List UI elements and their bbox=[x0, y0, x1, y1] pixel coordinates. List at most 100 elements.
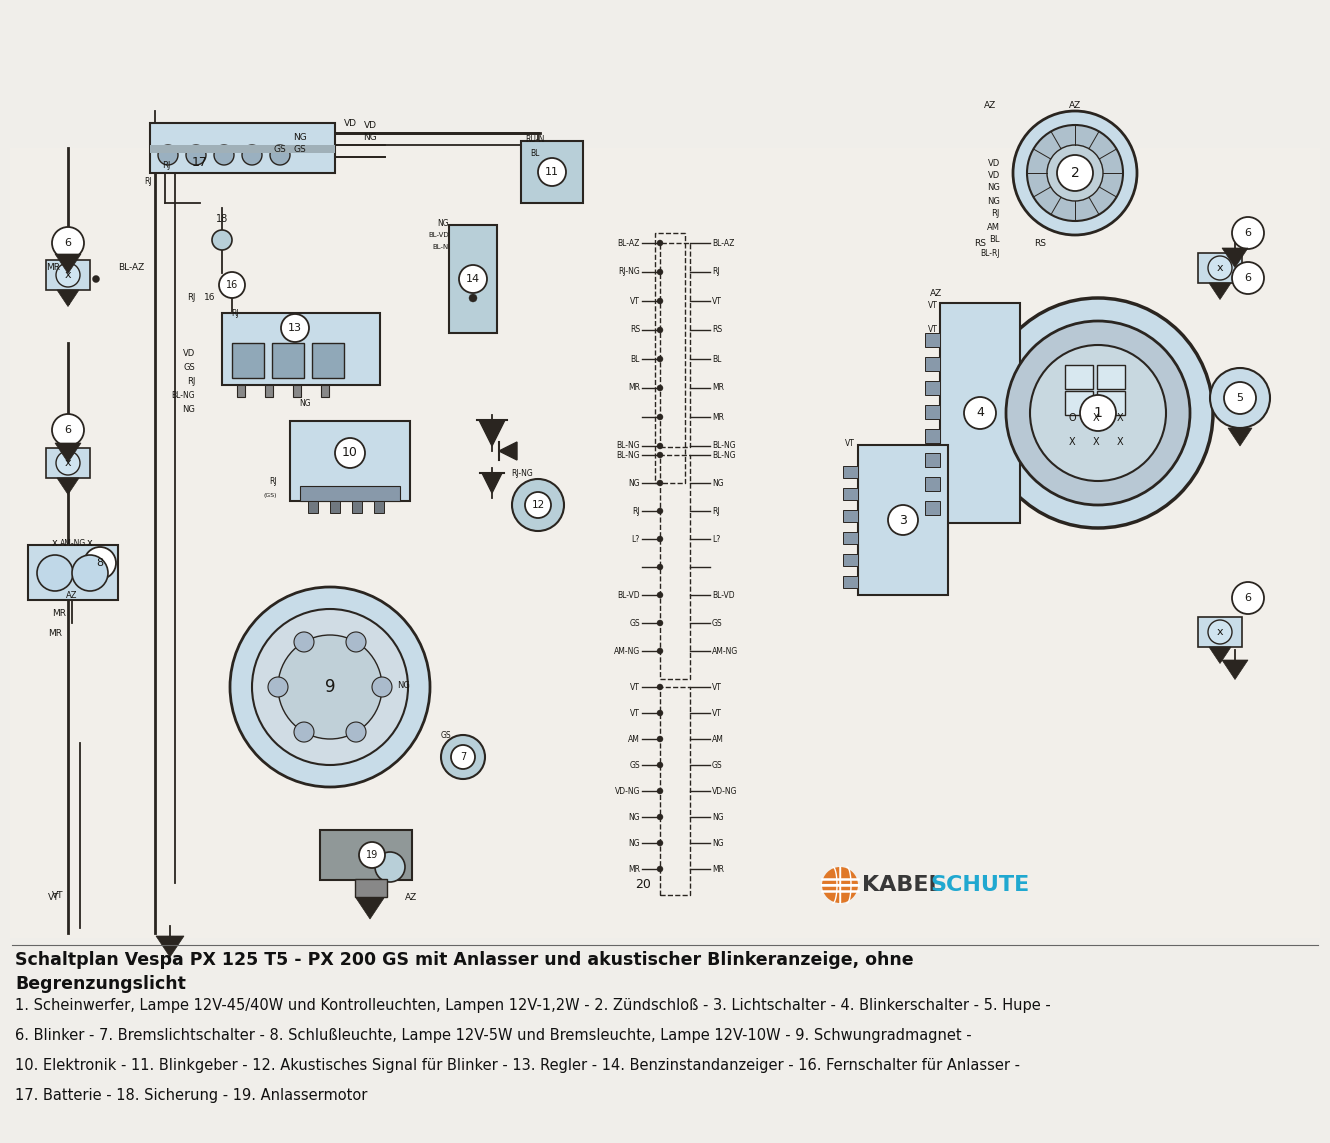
Circle shape bbox=[657, 240, 662, 246]
Text: GS: GS bbox=[274, 145, 286, 154]
Bar bbox=[660, 687, 690, 895]
Circle shape bbox=[657, 866, 662, 872]
Circle shape bbox=[1232, 217, 1264, 249]
Circle shape bbox=[281, 314, 309, 342]
Text: 18: 18 bbox=[215, 214, 229, 224]
Text: 20: 20 bbox=[634, 879, 650, 892]
Text: VT: VT bbox=[712, 682, 722, 692]
Bar bbox=[301, 486, 400, 501]
Text: AM: AM bbox=[628, 735, 640, 743]
Text: NG: NG bbox=[712, 813, 724, 822]
Text: RJ-NG: RJ-NG bbox=[511, 470, 533, 479]
Polygon shape bbox=[1209, 647, 1232, 663]
Bar bbox=[330, 501, 340, 513]
Text: BL-NG: BL-NG bbox=[616, 441, 640, 450]
Text: RJ: RJ bbox=[712, 267, 720, 277]
Text: AZ: AZ bbox=[66, 591, 77, 599]
Polygon shape bbox=[156, 936, 184, 957]
Circle shape bbox=[657, 762, 662, 768]
Text: 6: 6 bbox=[64, 425, 72, 435]
Bar bbox=[450, 225, 497, 333]
Circle shape bbox=[657, 710, 662, 716]
Text: VT: VT bbox=[630, 296, 640, 305]
Bar bbox=[150, 123, 335, 173]
Circle shape bbox=[1208, 256, 1232, 280]
Text: 6: 6 bbox=[64, 238, 72, 248]
Circle shape bbox=[657, 480, 662, 486]
Text: AZ: AZ bbox=[406, 894, 418, 903]
Text: 14: 14 bbox=[465, 274, 480, 283]
Text: O: O bbox=[1068, 413, 1076, 423]
Text: MR: MR bbox=[712, 384, 724, 392]
Circle shape bbox=[242, 145, 262, 165]
Circle shape bbox=[294, 632, 314, 652]
Text: VD: VD bbox=[343, 119, 356, 128]
Text: x: x bbox=[52, 538, 59, 547]
Bar bbox=[843, 576, 858, 588]
Text: RU-N: RU-N bbox=[525, 136, 545, 144]
Circle shape bbox=[56, 263, 80, 287]
Bar bbox=[843, 466, 858, 478]
Text: RJ: RJ bbox=[270, 477, 277, 486]
Text: 17. Batterie - 18. Sicherung - 19. Anlassermotor: 17. Batterie - 18. Sicherung - 19. Anlas… bbox=[15, 1088, 367, 1103]
Circle shape bbox=[657, 814, 662, 820]
Circle shape bbox=[375, 852, 406, 882]
Bar bbox=[1065, 391, 1093, 415]
Text: Schaltplan Vespa PX 125 T5 - PX 200 GS mit Anlasser und akustischer Blinkeranzei: Schaltplan Vespa PX 125 T5 - PX 200 GS m… bbox=[15, 951, 914, 993]
Circle shape bbox=[657, 355, 662, 362]
Text: 1. Scheinwerfer, Lampe 12V-45/40W und Kontrolleuchten, Lampen 12V-1,2W - 2. Zünd: 1. Scheinwerfer, Lampe 12V-45/40W und Ko… bbox=[15, 998, 1051, 1013]
Text: NG: NG bbox=[712, 839, 724, 847]
Text: BL-NG: BL-NG bbox=[712, 450, 735, 459]
Text: 2: 2 bbox=[1071, 166, 1080, 179]
Text: 10. Elektronik - 11. Blinkgeber - 12. Akustisches Signal für Blinker - 13. Regle: 10. Elektronik - 11. Blinkgeber - 12. Ak… bbox=[15, 1058, 1020, 1073]
Bar bbox=[1097, 391, 1125, 415]
Circle shape bbox=[1080, 395, 1116, 431]
Text: RJ: RJ bbox=[632, 506, 640, 515]
Text: NG: NG bbox=[628, 479, 640, 488]
Text: MR: MR bbox=[628, 864, 640, 873]
Text: MR: MR bbox=[47, 264, 60, 272]
Bar bbox=[273, 343, 305, 378]
Text: L?: L? bbox=[712, 535, 721, 544]
Circle shape bbox=[230, 588, 430, 788]
Polygon shape bbox=[1222, 660, 1248, 679]
Circle shape bbox=[335, 438, 364, 467]
Text: NG: NG bbox=[363, 133, 376, 142]
Bar bbox=[355, 879, 387, 897]
Text: 6: 6 bbox=[1245, 227, 1252, 238]
Text: GS: GS bbox=[629, 618, 640, 628]
Circle shape bbox=[657, 648, 662, 654]
Circle shape bbox=[525, 491, 551, 518]
Polygon shape bbox=[499, 442, 517, 459]
Bar bbox=[313, 343, 344, 378]
Text: VD: VD bbox=[182, 349, 196, 358]
Text: NG: NG bbox=[628, 813, 640, 822]
Text: BL-RJ: BL-RJ bbox=[980, 248, 1000, 257]
Text: BL: BL bbox=[531, 149, 540, 158]
Text: NG: NG bbox=[987, 197, 1000, 206]
Circle shape bbox=[1027, 125, 1123, 221]
Text: 3: 3 bbox=[899, 513, 907, 527]
Bar bbox=[28, 545, 118, 600]
Text: 10: 10 bbox=[342, 447, 358, 459]
Text: MR: MR bbox=[48, 629, 63, 638]
Text: x: x bbox=[1217, 263, 1224, 273]
Text: SCHUTE: SCHUTE bbox=[930, 876, 1029, 895]
Text: VT: VT bbox=[712, 709, 722, 718]
Text: X: X bbox=[1117, 437, 1124, 447]
Circle shape bbox=[657, 840, 662, 846]
Text: GS: GS bbox=[629, 760, 640, 769]
Text: AM-NG: AM-NG bbox=[613, 647, 640, 655]
Text: L?: L? bbox=[632, 535, 640, 544]
Bar bbox=[924, 477, 940, 491]
Circle shape bbox=[52, 227, 84, 259]
Bar bbox=[660, 455, 690, 679]
Text: MR: MR bbox=[712, 864, 724, 873]
Bar bbox=[924, 453, 940, 467]
Text: 5: 5 bbox=[1237, 393, 1244, 403]
Text: NG: NG bbox=[299, 399, 311, 408]
Circle shape bbox=[214, 145, 234, 165]
Text: X: X bbox=[1069, 437, 1076, 447]
Text: BL-AZ: BL-AZ bbox=[712, 239, 734, 248]
Text: AM: AM bbox=[987, 223, 1000, 232]
